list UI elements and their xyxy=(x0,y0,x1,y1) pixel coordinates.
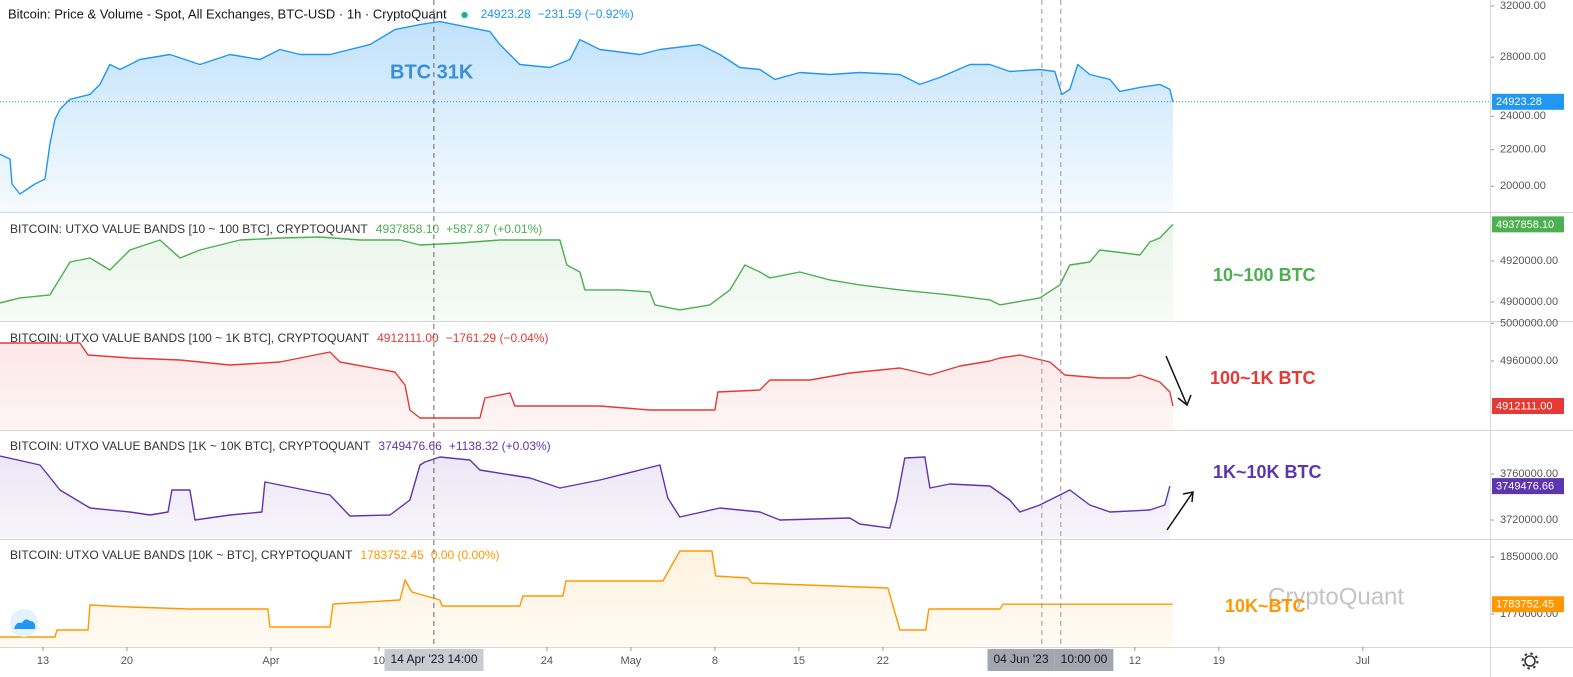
header-value: 3749476.66 xyxy=(378,439,442,453)
crosshair-label-box xyxy=(1054,649,1114,671)
x-tick-label: 22 xyxy=(877,655,889,667)
annotation: 10K~BTC xyxy=(1225,596,1306,616)
y-tick-label: 3720000.00 xyxy=(1500,514,1558,526)
settings-icon[interactable] xyxy=(1521,652,1539,670)
area xyxy=(0,21,1173,212)
x-tick-label: Apr xyxy=(262,655,279,667)
last-value-box xyxy=(1492,596,1564,613)
header-change: −231.59 (−0.92%) xyxy=(538,7,634,21)
line xyxy=(0,223,1174,311)
header-value: 4937858.10 xyxy=(376,222,440,236)
pane-title: Bitcoin: Price & Volume - Spot, All Exch… xyxy=(8,6,447,21)
arrow-down xyxy=(1165,355,1192,407)
area xyxy=(0,343,1173,430)
pane-title: BITCOIN: UTXO VALUE BANDS [10 ~ 100 BTC]… xyxy=(10,222,368,236)
area xyxy=(0,224,1173,321)
y-tick-label: 28000.00 xyxy=(1500,51,1546,63)
gear-teeth[interactable] xyxy=(1521,652,1539,670)
y-tick-label: 5000000.00 xyxy=(1500,317,1558,329)
x-tick-label: Jul xyxy=(1356,655,1370,667)
header-change: +1138.32 (+0.03%) xyxy=(449,439,551,453)
crosshair-label: 10:00 00 xyxy=(1061,652,1108,666)
x-tick-label: 24 xyxy=(541,655,553,667)
gear-ring[interactable] xyxy=(1524,655,1536,667)
line xyxy=(0,550,1173,638)
y-tick-label: 3760000.00 xyxy=(1500,468,1558,480)
last-value-label: 24923.28 xyxy=(1496,96,1542,108)
crosshair-label: 04 Jun '23 xyxy=(993,652,1048,666)
pane-title: BITCOIN: UTXO VALUE BANDS [10K ~ BTC], C… xyxy=(10,548,353,562)
last-value-label: 4937858.10 xyxy=(1496,219,1554,231)
last-value-box xyxy=(1492,478,1564,495)
line xyxy=(0,342,1174,419)
area xyxy=(0,456,1170,539)
y-tick-label: 1850000.00 xyxy=(1500,551,1558,563)
pane-title: BITCOIN: UTXO VALUE BANDS [1K ~ 10K BTC]… xyxy=(10,439,371,453)
y-tick-label: 4960000.00 xyxy=(1500,355,1558,367)
header-change: −1761.29 (−0.04%) xyxy=(446,331,549,345)
crosshair-label-box xyxy=(384,649,484,671)
y-tick-label: 4920000.00 xyxy=(1500,255,1558,267)
x-tick-label: 15 xyxy=(793,655,805,667)
last-value-box xyxy=(1492,216,1564,233)
last-value-box xyxy=(1492,398,1564,415)
line xyxy=(0,455,1171,529)
logo[interactable] xyxy=(10,609,38,637)
crosshair-label: 14 Apr '23 14:00 xyxy=(390,652,477,666)
annotation: 10~100 BTC xyxy=(1213,265,1316,285)
pane-title: BITCOIN: UTXO VALUE BANDS [100 ~ 1K BTC]… xyxy=(10,331,370,345)
annotation: BTC 31K xyxy=(390,61,474,83)
header-change: +587.87 (+0.01%) xyxy=(446,222,542,236)
annotation: 1K~10K BTC xyxy=(1213,462,1322,482)
x-tick-label: 19 xyxy=(1213,655,1225,667)
annotation: 100~1K BTC xyxy=(1210,368,1316,388)
arrows xyxy=(1165,355,1194,531)
y-tick-label: 22000.00 xyxy=(1500,144,1546,156)
status-dot-core xyxy=(461,12,468,18)
watermark: CryptoQuant xyxy=(1268,583,1404,610)
header-change: 0.00 (0.00%) xyxy=(431,548,500,562)
line xyxy=(0,20,1174,195)
y-tick-label: 4900000.00 xyxy=(1500,296,1558,308)
arrow-up xyxy=(1166,491,1194,531)
crosshair-label-box xyxy=(987,649,1055,671)
last-value-label: 1783752.45 xyxy=(1496,599,1554,611)
last-value-box xyxy=(1492,93,1564,110)
header-value: 1783752.45 xyxy=(360,548,424,562)
x-tick-label: 10 xyxy=(373,655,385,667)
x-tick-label: 20 xyxy=(121,655,133,667)
logo-cloud[interactable] xyxy=(14,619,36,629)
x-tick-label: 12 xyxy=(1129,655,1141,667)
x-tick-label: 8 xyxy=(712,655,718,667)
last-value-label: 3749476.66 xyxy=(1496,481,1554,493)
y-tick-label: 24000.00 xyxy=(1500,110,1546,122)
header-value: 4912111.00 xyxy=(377,331,439,345)
y-tick-label: 32000.00 xyxy=(1500,0,1546,12)
area xyxy=(0,551,1173,647)
x-tick-label: 13 xyxy=(37,655,49,667)
y-tick-label: 20000.00 xyxy=(1500,180,1546,192)
last-value-label: 4912111.00 xyxy=(1496,400,1552,412)
x-tick-label: May xyxy=(621,655,642,667)
header-value: 24923.28 xyxy=(481,7,531,21)
